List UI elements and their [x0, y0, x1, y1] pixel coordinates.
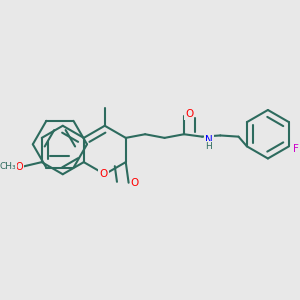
Text: CH₃: CH₃ [0, 163, 16, 172]
Text: O: O [15, 162, 23, 172]
Text: F: F [293, 144, 299, 154]
Text: H: H [205, 142, 212, 151]
Text: O: O [185, 109, 193, 119]
Text: N: N [205, 134, 213, 145]
Text: O: O [99, 169, 107, 179]
Text: O: O [131, 178, 139, 188]
